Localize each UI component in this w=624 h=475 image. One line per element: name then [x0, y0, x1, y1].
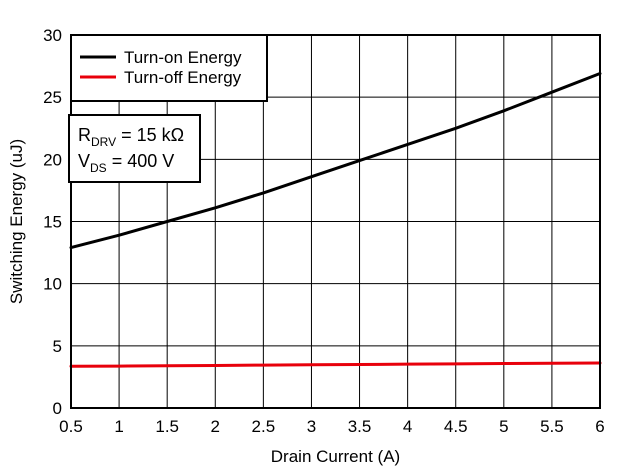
y-tick-label: 5: [53, 337, 62, 356]
vds-value: = 400 V: [107, 151, 175, 171]
legend-label-turn-on: Turn-on Energy: [124, 48, 242, 67]
x-tick-label: 3: [307, 417, 316, 436]
series-layer: [69, 72, 602, 368]
y-tick-label: 10: [43, 275, 62, 294]
x-axis-title: Drain Current (A): [271, 447, 400, 466]
y-tick-label: 0: [53, 399, 62, 418]
x-tick-label: 4: [403, 417, 412, 436]
x-tick-label: 1.5: [155, 417, 179, 436]
legend: Turn-on Energy Turn-off Energy: [70, 34, 268, 102]
y-axis-ticks: 0 5 10 15 20 25 30: [43, 26, 62, 418]
rdrv-value: = 15 kΩ: [116, 125, 184, 145]
x-tick-label: 0.5: [59, 417, 83, 436]
condition-annotation: RDRV = 15 kΩ VDS = 400 V: [68, 114, 201, 183]
y-tick-label: 20: [43, 150, 62, 169]
x-tick-label: 2: [211, 417, 220, 436]
x-axis-ticks: 0.5 1 1.5 2 2.5 3 3.5 4 4.5 5 5.5 6: [59, 417, 605, 436]
y-axis-title: Switching Energy (uJ): [7, 139, 26, 304]
x-tick-label: 6: [595, 417, 604, 436]
turn-off-energy-line: [69, 361, 602, 368]
legend-label-turn-off: Turn-off Energy: [124, 68, 242, 87]
y-tick-label: 25: [43, 88, 62, 107]
vds-symbol: V: [78, 151, 90, 171]
turn-on-energy-line: [69, 72, 602, 250]
x-tick-label: 5: [499, 417, 508, 436]
vds-subscript: DS: [90, 161, 107, 175]
x-tick-label: 3.5: [348, 417, 372, 436]
x-tick-label: 4.5: [444, 417, 468, 436]
rdrv-symbol: R: [78, 125, 91, 145]
x-tick-label: 5.5: [540, 417, 564, 436]
annotation-line-rdrv: RDRV = 15 kΩ: [78, 125, 184, 149]
x-tick-label: 1: [114, 417, 123, 436]
y-tick-label: 15: [43, 213, 62, 232]
annotation-box: [68, 114, 201, 183]
legend-box: [70, 34, 268, 102]
x-tick-label: 2.5: [252, 417, 276, 436]
plot-frame: [70, 34, 601, 409]
annotation-line-vds: VDS = 400 V: [78, 151, 174, 175]
rdrv-subscript: DRV: [91, 135, 116, 149]
y-tick-label: 30: [43, 26, 62, 45]
